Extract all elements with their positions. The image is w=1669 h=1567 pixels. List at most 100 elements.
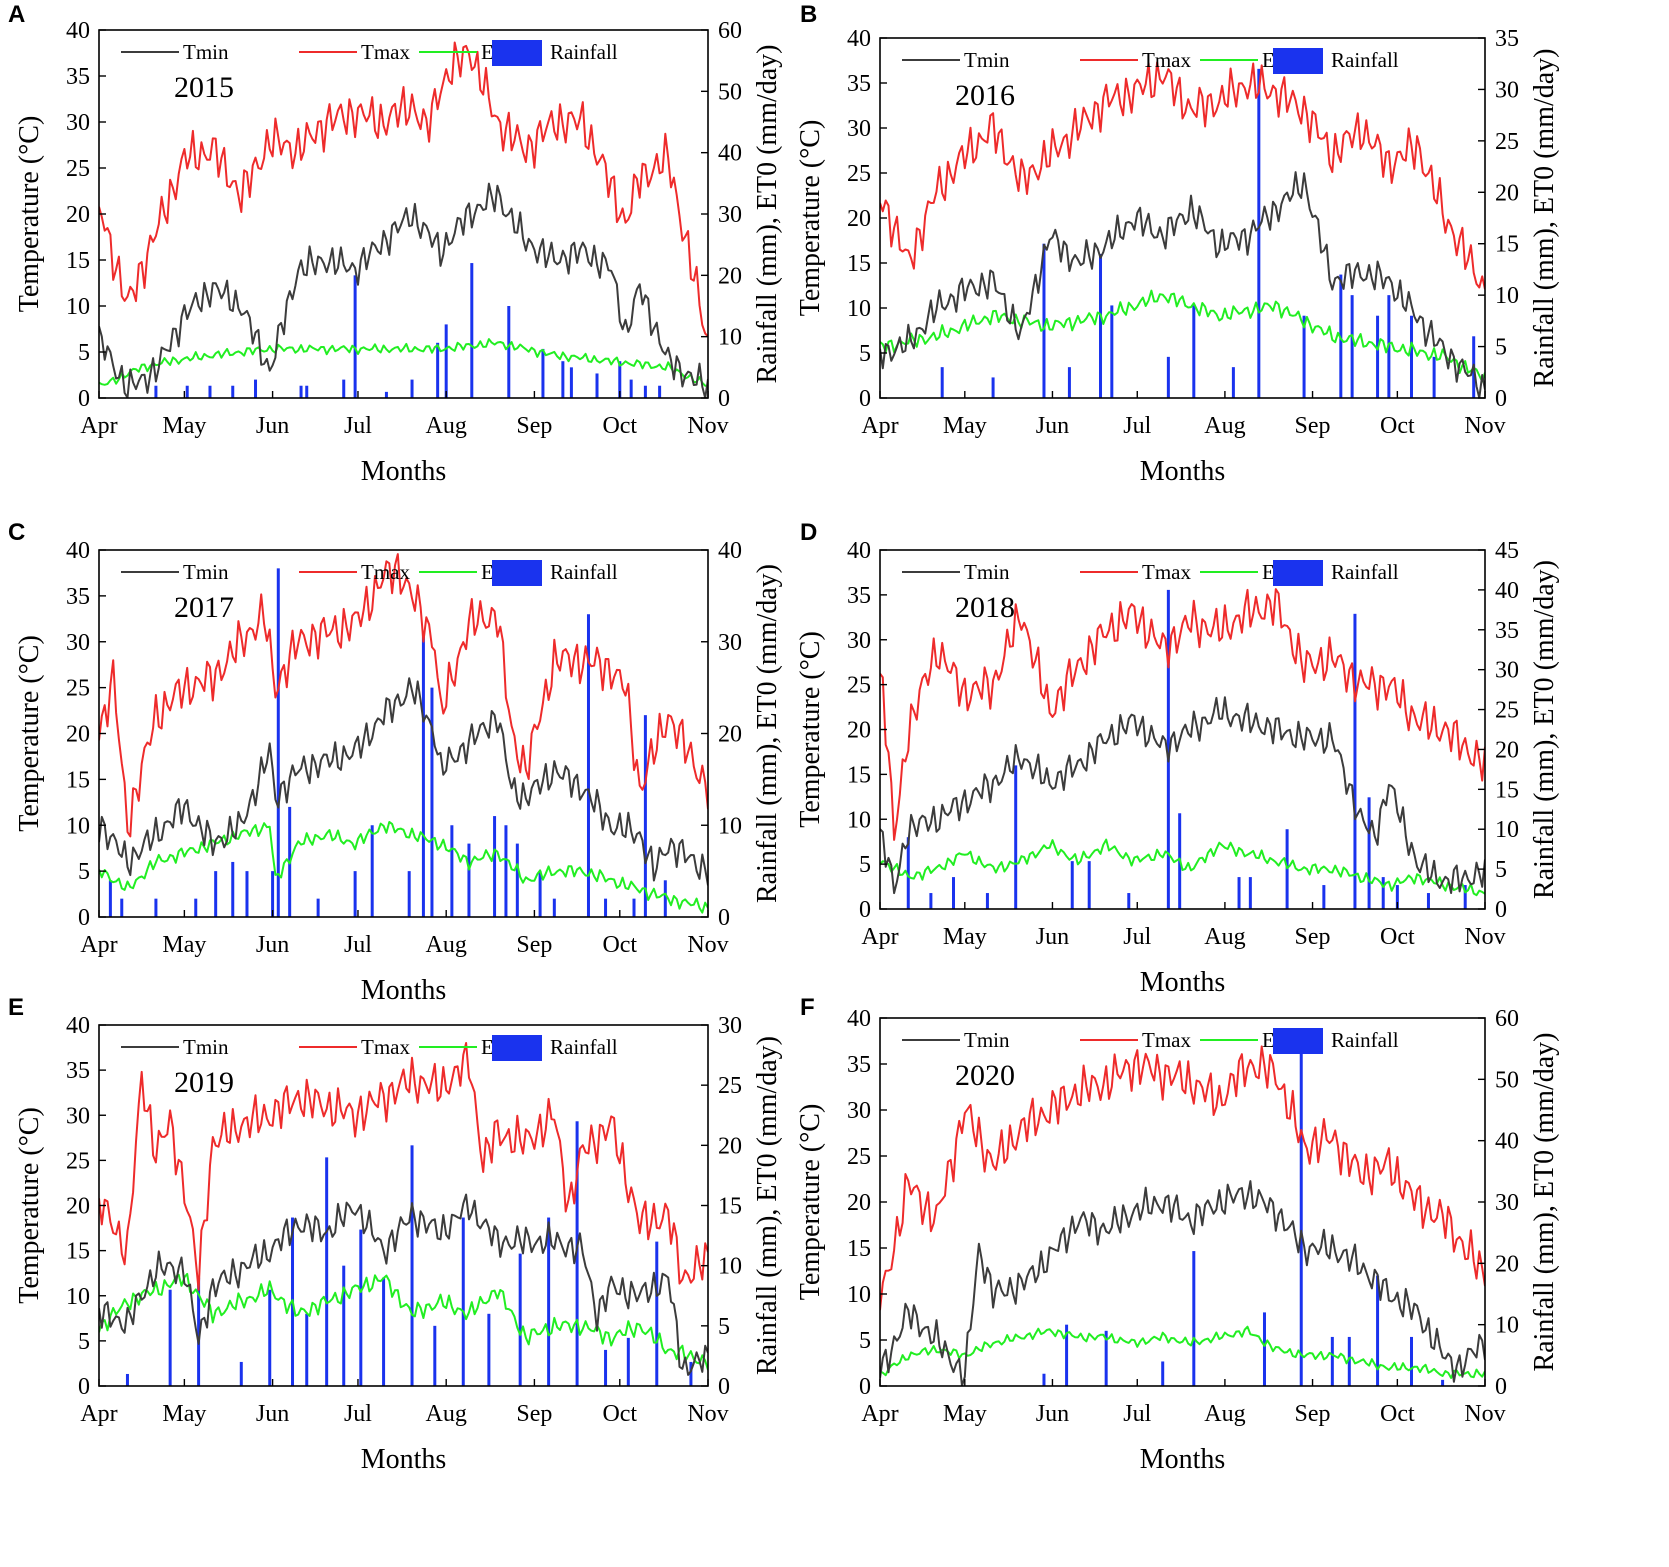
- right-axis-title: Rainfall (mm), ET0 (mm/day): [1529, 1032, 1560, 1371]
- rainfall-bar: [929, 893, 933, 909]
- rainfall-bar: [1104, 1330, 1108, 1386]
- right-tick-label: 30: [1495, 658, 1519, 684]
- rainfall-bar: [1087, 861, 1091, 909]
- x-tick-label: Sep: [516, 413, 552, 439]
- left-tick-label: 40: [66, 18, 90, 44]
- rainfall-bar: [1299, 1048, 1303, 1386]
- legend-swatch: [1273, 48, 1323, 74]
- year-label: 2017: [174, 591, 234, 624]
- rainfall-bar: [214, 871, 218, 917]
- rainfall-bar: [1322, 885, 1326, 909]
- rainfall-bar: [208, 385, 212, 398]
- right-tick-label: 15: [1495, 777, 1519, 803]
- rainfall-bar: [626, 1337, 630, 1386]
- left-tick-label: 5: [78, 340, 90, 366]
- rainfall-bar: [1042, 1373, 1046, 1386]
- left-tick-label: 25: [847, 1144, 871, 1170]
- left-tick-label: 40: [847, 1006, 871, 1032]
- rainfall-bar: [185, 385, 189, 398]
- rainfall-bar: [604, 1349, 608, 1386]
- rainfall-bar: [1441, 1379, 1445, 1386]
- legend-label: Rainfall: [1331, 1028, 1399, 1052]
- rainfall-bar: [487, 1313, 491, 1386]
- left-tick-label: 0: [78, 1374, 90, 1400]
- rainfall-bar: [1231, 367, 1235, 398]
- right-tick-label: 25: [718, 1073, 742, 1099]
- legend-label: Tmax: [1142, 48, 1191, 72]
- panel-e: E 0 5 10 15 20 25 30 35 40 0 5 10 15 20 25 30 Apr May Jun Ju…: [8, 994, 783, 1475]
- right-tick-label: 45: [1495, 538, 1519, 564]
- x-tick-label: Jul: [344, 932, 372, 958]
- rainfall-bar: [1262, 1312, 1266, 1386]
- right-tick-label: 40: [1495, 1129, 1519, 1155]
- legend: TminTmaxET0Rainfall: [121, 1035, 618, 1061]
- rainfall-bar: [504, 825, 508, 917]
- x-tick-label: May: [943, 924, 987, 950]
- legend: TminTmaxET0Rainfall: [902, 560, 1399, 586]
- rainfall-bar: [952, 877, 956, 909]
- rainfall-bar: [430, 687, 434, 917]
- rainfall-bar: [1347, 1336, 1351, 1386]
- right-tick-label: 0: [718, 386, 730, 412]
- left-tick-label: 30: [847, 1098, 871, 1124]
- rainfall-bar: [1395, 885, 1399, 909]
- left-tick-label: 10: [847, 1282, 871, 1308]
- right-tick-label: 5: [1495, 335, 1507, 361]
- tmax-line: [880, 1045, 1485, 1311]
- x-tick-label: Apr: [80, 413, 117, 439]
- left-tick-label: 35: [66, 64, 90, 90]
- rainfall-bar: [1463, 885, 1467, 909]
- et0-line: [99, 1272, 708, 1371]
- rainfall-bar: [604, 898, 608, 917]
- right-tick-label: 50: [718, 79, 742, 105]
- rainfall-bar: [1302, 315, 1306, 398]
- rainfall-bar: [450, 825, 454, 917]
- rainfall-bar: [1237, 877, 1241, 909]
- rainfall-bar: [515, 843, 519, 917]
- rainfall-bar: [1161, 1361, 1165, 1386]
- rainfall-bar: [985, 893, 989, 909]
- right-axis-title: Rainfall (mm), ET0 (mm/day): [1529, 48, 1560, 387]
- x-tick-label: Nov: [687, 413, 728, 439]
- legend-label: Tmin: [183, 40, 229, 64]
- x-axis-title: Months: [361, 1444, 447, 1475]
- rainfall-bar: [154, 385, 158, 398]
- left-axis-title: Temperature (°C): [14, 1107, 45, 1304]
- right-tick-label: 60: [718, 18, 742, 44]
- panel-f: F 0 5 10 15 20 25 30 35 40 0 10 20 30 40 50 60 Apr May Jun J…: [795, 994, 1560, 1475]
- left-axis-title: Temperature (°C): [795, 120, 826, 317]
- left-tick-label: 25: [847, 673, 871, 699]
- x-tick-label: Sep: [1295, 1401, 1331, 1427]
- panel-letter: B: [800, 1, 817, 28]
- legend-label: Tmin: [183, 1035, 229, 1059]
- rainfall-bar: [239, 1361, 243, 1386]
- rainfall-bar: [618, 361, 622, 398]
- rainfall-bar: [1192, 1251, 1196, 1386]
- rainfall-bar: [1409, 1336, 1413, 1386]
- rainfall-bar: [444, 324, 448, 398]
- left-tick-label: 20: [847, 718, 871, 744]
- rainfall-bar: [906, 837, 910, 909]
- x-tick-label: Oct: [1380, 1401, 1415, 1427]
- rainfall-bar: [316, 898, 320, 917]
- rainfall-bar: [1376, 1275, 1380, 1386]
- left-tick-label: 20: [66, 202, 90, 228]
- rainfall-bar: [569, 367, 573, 398]
- left-tick-label: 5: [859, 341, 871, 367]
- rainfall-bar: [1339, 274, 1343, 398]
- rainfall-bar: [384, 391, 388, 398]
- x-tick-label: Jun: [256, 413, 289, 439]
- panel-letter: A: [8, 1, 25, 28]
- left-tick-label: 40: [66, 538, 90, 564]
- rainfall-bar: [245, 871, 249, 917]
- rainfall-bar: [689, 1361, 693, 1386]
- rainfall-bar: [1065, 1324, 1069, 1386]
- rainfall-bar: [254, 379, 258, 398]
- rainfall-bar: [1381, 877, 1385, 909]
- plot-area: [880, 588, 1485, 909]
- year-label: 2020: [955, 1059, 1015, 1092]
- left-tick-label: 30: [66, 630, 90, 656]
- x-tick-label: May: [943, 1401, 987, 1427]
- x-tick-label: Nov: [687, 1401, 728, 1427]
- rainfall-bar: [467, 843, 471, 917]
